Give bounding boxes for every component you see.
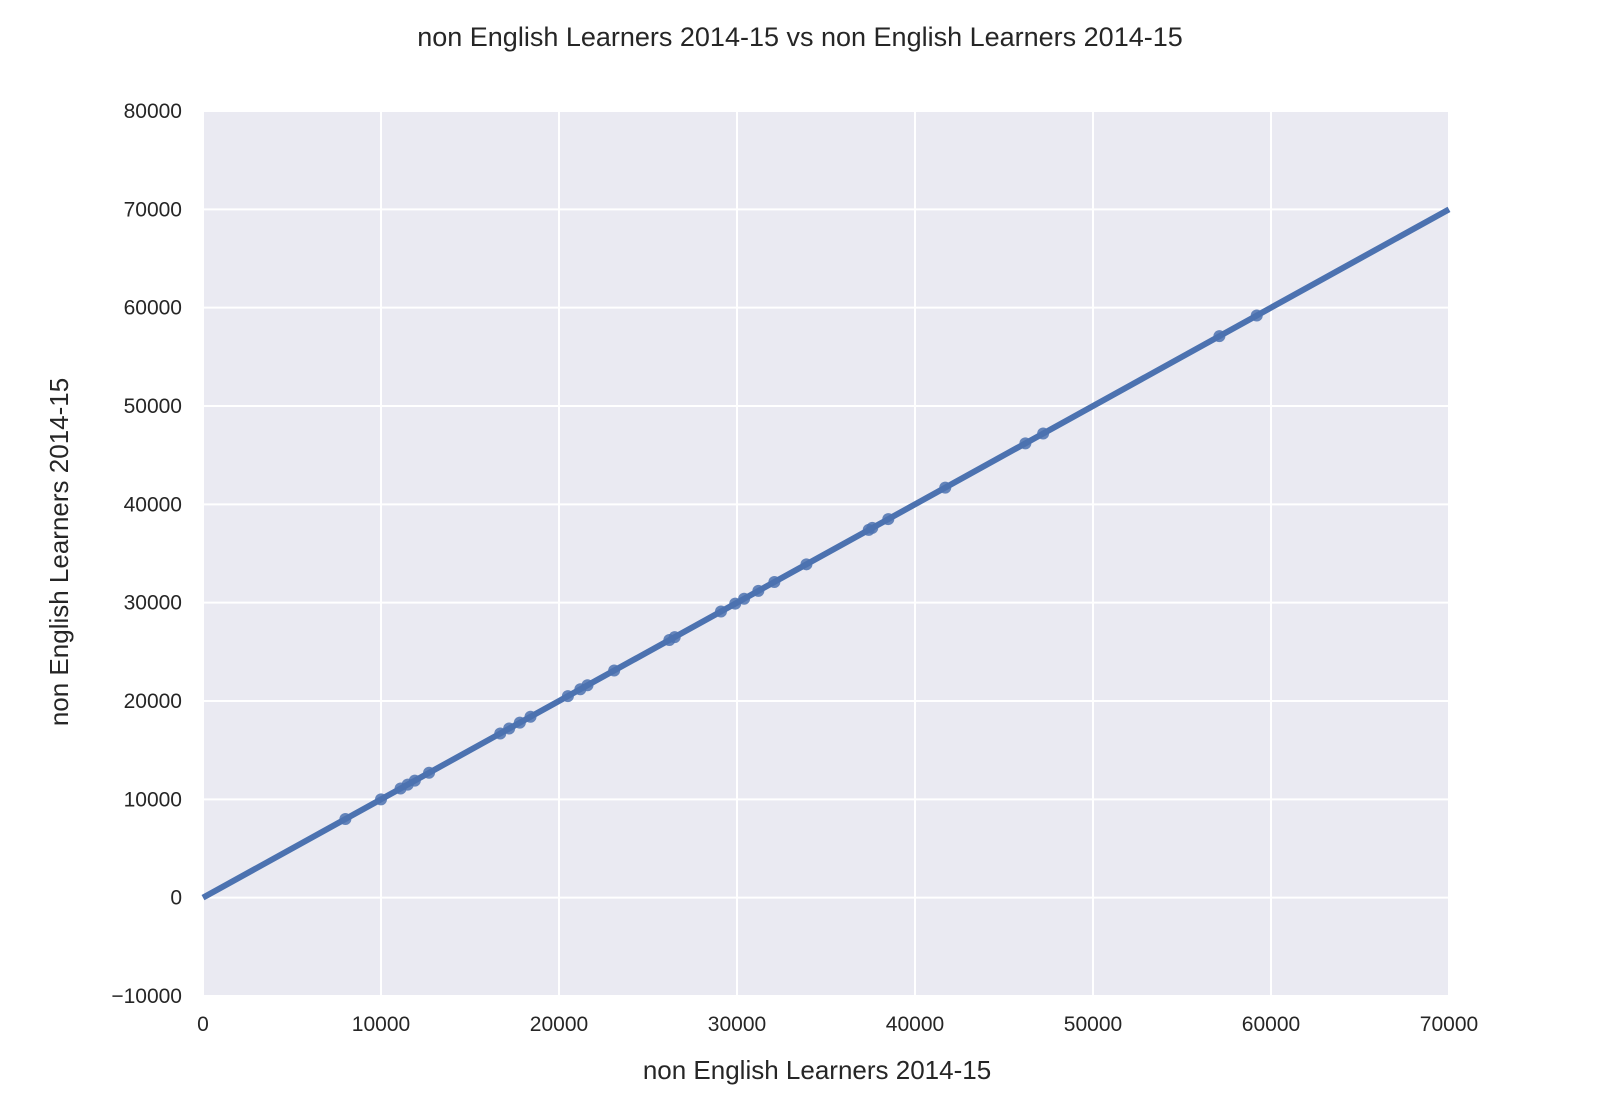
chart-title: non English Learners 2014-15 vs non Engl… — [417, 22, 1183, 52]
y-tick-label: 50000 — [124, 395, 182, 418]
x-axis-label: non English Learners 2014-15 — [643, 1055, 991, 1085]
y-tick-label: 60000 — [124, 297, 182, 320]
y-tick-labels: −10000 0 10000 20000 30000 40000 50000 60000 700… — [111, 100, 182, 1008]
y-tick-label: 10000 — [124, 788, 182, 811]
x-tick-label: 20000 — [530, 1013, 588, 1036]
y-tick-label: 80000 — [124, 100, 182, 123]
regression-line — [201, 206, 1451, 901]
grid-lines — [202, 110, 1450, 997]
y-tick-label: −10000 — [111, 985, 182, 1008]
x-tick-labels: 0 10000 20000 30000 40000 50000 60000 70000 — [197, 1013, 1478, 1036]
x-tick-label: 30000 — [708, 1013, 766, 1036]
x-tick-label: 70000 — [1420, 1013, 1478, 1036]
y-axis-label: non English Learners 2014-15 — [44, 378, 74, 726]
x-tick-label: 0 — [197, 1013, 209, 1036]
regression-line-group — [201, 206, 1451, 901]
y-tick-label: 20000 — [124, 690, 182, 713]
y-tick-label: 40000 — [124, 493, 182, 516]
x-tick-label: 10000 — [352, 1013, 410, 1036]
y-tick-label: 70000 — [124, 198, 182, 221]
y-tick-label: 0 — [170, 887, 182, 910]
x-tick-label: 40000 — [886, 1013, 944, 1036]
x-tick-label: 60000 — [1242, 1013, 1300, 1036]
y-tick-label: 30000 — [124, 592, 182, 615]
x-tick-label: 50000 — [1064, 1013, 1122, 1036]
